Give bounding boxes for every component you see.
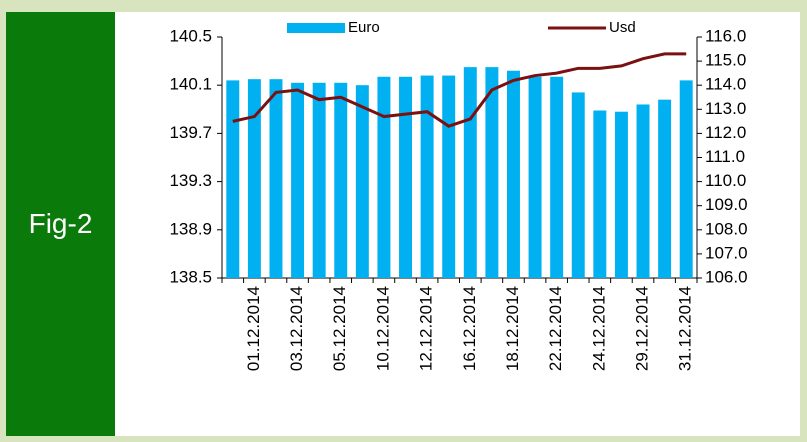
y2-tick-label: 111.0 <box>705 147 745 166</box>
bar <box>614 111 628 279</box>
bar <box>658 99 672 278</box>
y-tick-label: 138.9 <box>169 219 212 238</box>
y2-tick-label: 107.0 <box>705 243 748 262</box>
y-tick-label: 140.5 <box>169 26 212 45</box>
bar <box>247 79 261 278</box>
x-tick-label: 05.12.2014 <box>330 286 349 371</box>
bar <box>334 82 348 278</box>
x-tick-label: 31.12.2014 <box>676 286 695 371</box>
legend-swatch <box>287 23 345 33</box>
bar <box>291 82 305 278</box>
y2-tick-label: 114.0 <box>705 75 746 94</box>
bar <box>399 76 412 278</box>
y2-tick-label: 113.0 <box>705 99 746 118</box>
line <box>232 52 687 128</box>
x-tick-label: 29.12.2014 <box>633 286 652 371</box>
bar <box>507 70 520 278</box>
y2-tick-label: 112.0 <box>705 123 746 142</box>
chart: 138.5 138.9 139.3 139.7 140.1 140.5 106.0 107.0… <box>115 12 800 436</box>
y-tick-label: 139.7 <box>169 123 212 142</box>
y2-tick-label: 108.0 <box>705 219 748 238</box>
bar <box>463 67 477 278</box>
legend-label: Euro <box>348 19 380 36</box>
bar <box>377 76 391 278</box>
y2-tick-label: 109.0 <box>705 195 748 214</box>
bar <box>442 75 456 278</box>
bar <box>550 76 564 278</box>
bar <box>269 79 283 278</box>
y-tick-label: 139.3 <box>169 171 212 190</box>
legend-label: Usd <box>609 19 636 36</box>
y-tick-label: 138.5 <box>169 267 212 286</box>
x-tick-label: 12.12.2014 <box>417 286 436 371</box>
x-tick-label: 24.12.2014 <box>589 286 608 371</box>
figure-label: Fig-2 <box>6 12 115 436</box>
bar <box>679 80 693 278</box>
bar <box>571 92 585 279</box>
bar <box>593 110 607 278</box>
bar <box>420 75 434 278</box>
bar <box>636 104 650 278</box>
x-tick-label: 18.12.2014 <box>503 286 522 371</box>
y2-tick-label: 106.0 <box>705 267 748 286</box>
y2-tick-label: 110.0 <box>705 171 746 190</box>
bar <box>485 67 499 278</box>
y-tick-label: 140.1 <box>169 75 212 94</box>
y2-tick-label: 116.0 <box>705 26 746 45</box>
x-tick-label: 01.12.2014 <box>244 286 263 371</box>
bar <box>528 76 542 278</box>
bar <box>355 85 369 278</box>
x-tick-label: 10.12.2014 <box>373 286 392 371</box>
bar <box>226 80 240 278</box>
bar <box>312 82 326 278</box>
y2-tick-label: 115.0 <box>705 51 746 70</box>
x-tick-label: 22.12.2014 <box>546 286 565 371</box>
x-tick-label: 03.12.2014 <box>287 286 306 371</box>
x-tick-label: 16.12.2014 <box>460 286 479 371</box>
